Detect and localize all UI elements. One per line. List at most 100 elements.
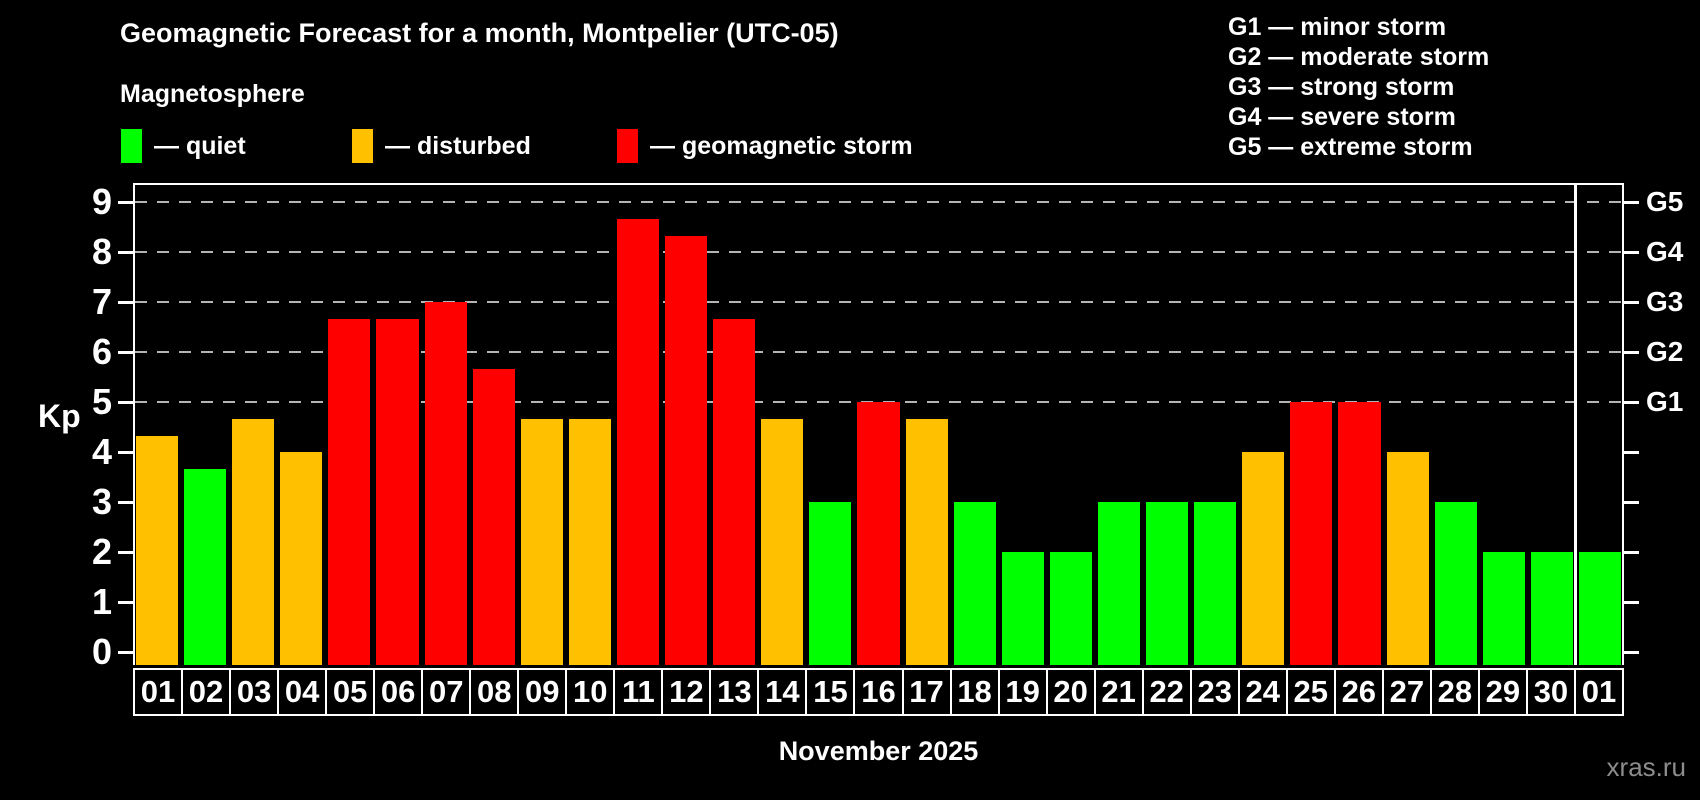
day-label-cell-08: 08 — [471, 670, 518, 714]
day-label-cell-20: 20 — [1047, 670, 1094, 714]
y-tick-left-0 — [118, 650, 133, 654]
bar-day-01 — [136, 435, 179, 665]
g2-legend-line: G2 — moderate storm — [1228, 43, 1490, 71]
y-tick-left-1 — [118, 600, 133, 604]
y-tick-left-3 — [118, 500, 133, 504]
y-axis-label-7: 7 — [91, 281, 112, 322]
y-tick-left-8 — [118, 250, 133, 254]
y-axis-label-9: 9 — [91, 181, 112, 222]
day-label-cell-28: 28 — [1431, 670, 1478, 714]
day-label-cell-27: 27 — [1383, 670, 1430, 714]
day-label-cell-11: 11 — [615, 670, 662, 714]
day-label-cell-02: 02 — [183, 670, 230, 714]
chart-title: Geomagnetic Forecast for a month, Montpe… — [120, 18, 839, 48]
right-axis-label-g4: G4 — [1646, 236, 1684, 267]
plot-border-left — [133, 183, 135, 665]
day-label-cell-19: 19 — [999, 670, 1046, 714]
day-label-cell-21: 21 — [1095, 670, 1142, 714]
y-tick-right-6 — [1624, 350, 1639, 354]
day-label-cell-24: 24 — [1239, 670, 1286, 714]
bar-day-16 — [857, 402, 900, 665]
y-axis-label-8: 8 — [91, 231, 112, 272]
bar-day-28 — [1434, 502, 1477, 665]
bar-day-02 — [184, 468, 227, 665]
bar-day-30 — [1530, 552, 1573, 665]
bar-day-29 — [1482, 552, 1525, 665]
bar-day-04 — [280, 452, 323, 665]
y-tick-right-9 — [1624, 200, 1639, 204]
bar-day-11 — [616, 218, 660, 665]
bar-day-05 — [328, 318, 371, 665]
day-label-cell-15: 15 — [807, 670, 854, 714]
legend-label-storm: — geomagnetic storm — [650, 131, 913, 160]
bar-day-18 — [953, 502, 996, 665]
chart-subtitle: Magnetosphere — [120, 80, 305, 108]
day-label-cell-18: 18 — [951, 670, 998, 714]
bar-day-23 — [1194, 502, 1237, 665]
bar-day-21 — [1097, 502, 1141, 665]
y-axis-label-4: 4 — [91, 431, 112, 472]
storm-color-swatch — [617, 129, 638, 163]
bar-day-27 — [1386, 452, 1429, 665]
y-axis-label-6: 6 — [91, 331, 112, 372]
bar-day-14 — [761, 418, 804, 665]
y-tick-right-2 — [1624, 550, 1639, 554]
day-label-cell-23: 23 — [1191, 670, 1238, 714]
gridline-kp8 — [135, 251, 1622, 253]
y-tick-right-4 — [1624, 450, 1639, 454]
y-tick-right-8 — [1624, 250, 1639, 254]
y-axis-title: Kp — [38, 398, 81, 434]
g-scale-legend: G1 — minor storm G2 — moderate storm G3 … — [1228, 12, 1489, 162]
plot-border-right — [1622, 183, 1624, 665]
y-tick-left-2 — [118, 550, 133, 554]
bar-day-07 — [424, 302, 467, 665]
legend-item-quiet: — quiet — [121, 128, 246, 164]
day-label-cell-17: 17 — [903, 670, 950, 714]
bar-day-13 — [713, 318, 756, 665]
bar-day-12 — [665, 235, 708, 665]
legend-item-disturbed: — disturbed — [352, 128, 531, 164]
g4-legend-line: G4 — severe storm — [1228, 103, 1456, 131]
day-label-cell-30: 30 — [1527, 670, 1574, 714]
bar-day-01 — [1578, 552, 1621, 665]
bar-day-25 — [1290, 402, 1333, 665]
y-axis-label-3: 3 — [91, 481, 112, 522]
bar-day-20 — [1049, 552, 1092, 665]
y-tick-right-5 — [1624, 400, 1639, 404]
day-label-cell-14: 14 — [759, 670, 806, 714]
plot-border-top — [133, 183, 1624, 185]
disturbed-color-swatch — [352, 129, 373, 163]
y-tick-left-4 — [118, 450, 133, 454]
y-tick-left-6 — [118, 350, 133, 354]
y-tick-right-3 — [1624, 500, 1639, 504]
legend-label-disturbed: — disturbed — [385, 131, 531, 160]
day-label-cell-16: 16 — [855, 670, 902, 714]
quiet-color-swatch — [121, 129, 142, 163]
day-label-cell-26: 26 — [1335, 670, 1382, 714]
bar-day-19 — [1001, 552, 1044, 665]
day-label-cell-next-01: 01 — [1575, 670, 1622, 714]
day-label-cell-04: 04 — [279, 670, 326, 714]
gridline-kp7 — [135, 301, 1622, 303]
day-label-cell-25: 25 — [1287, 670, 1334, 714]
right-axis-label-g5: G5 — [1646, 186, 1684, 217]
right-axis-label-g3: G3 — [1646, 286, 1684, 317]
right-axis-label-g1: G1 — [1646, 386, 1684, 417]
y-axis-label-1: 1 — [91, 581, 112, 622]
legend-item-storm: — geomagnetic storm — [617, 128, 913, 164]
y-tick-right-1 — [1624, 600, 1639, 604]
x-axis-day-labels: 01 02 03 04 05 06 07 08 09 10 11 12 13 14 15 16 17 18 19 20… — [133, 668, 1624, 716]
y-tick-left-7 — [118, 300, 133, 304]
day-label-cell-12: 12 — [663, 670, 710, 714]
y-axis-label-0: 0 — [91, 631, 112, 672]
day-label-cell-10: 10 — [567, 670, 614, 714]
y-tick-left-9 — [118, 200, 133, 204]
day-label-cell-06: 06 — [375, 670, 422, 714]
g3-legend-line: G3 — strong storm — [1228, 73, 1455, 101]
bar-day-17 — [905, 418, 948, 665]
bar-day-26 — [1338, 402, 1381, 665]
right-axis-label-g2: G2 — [1646, 336, 1684, 367]
bar-day-24 — [1242, 452, 1285, 665]
x-axis-title: November 2025 — [778, 736, 979, 766]
bar-day-09 — [520, 418, 563, 665]
